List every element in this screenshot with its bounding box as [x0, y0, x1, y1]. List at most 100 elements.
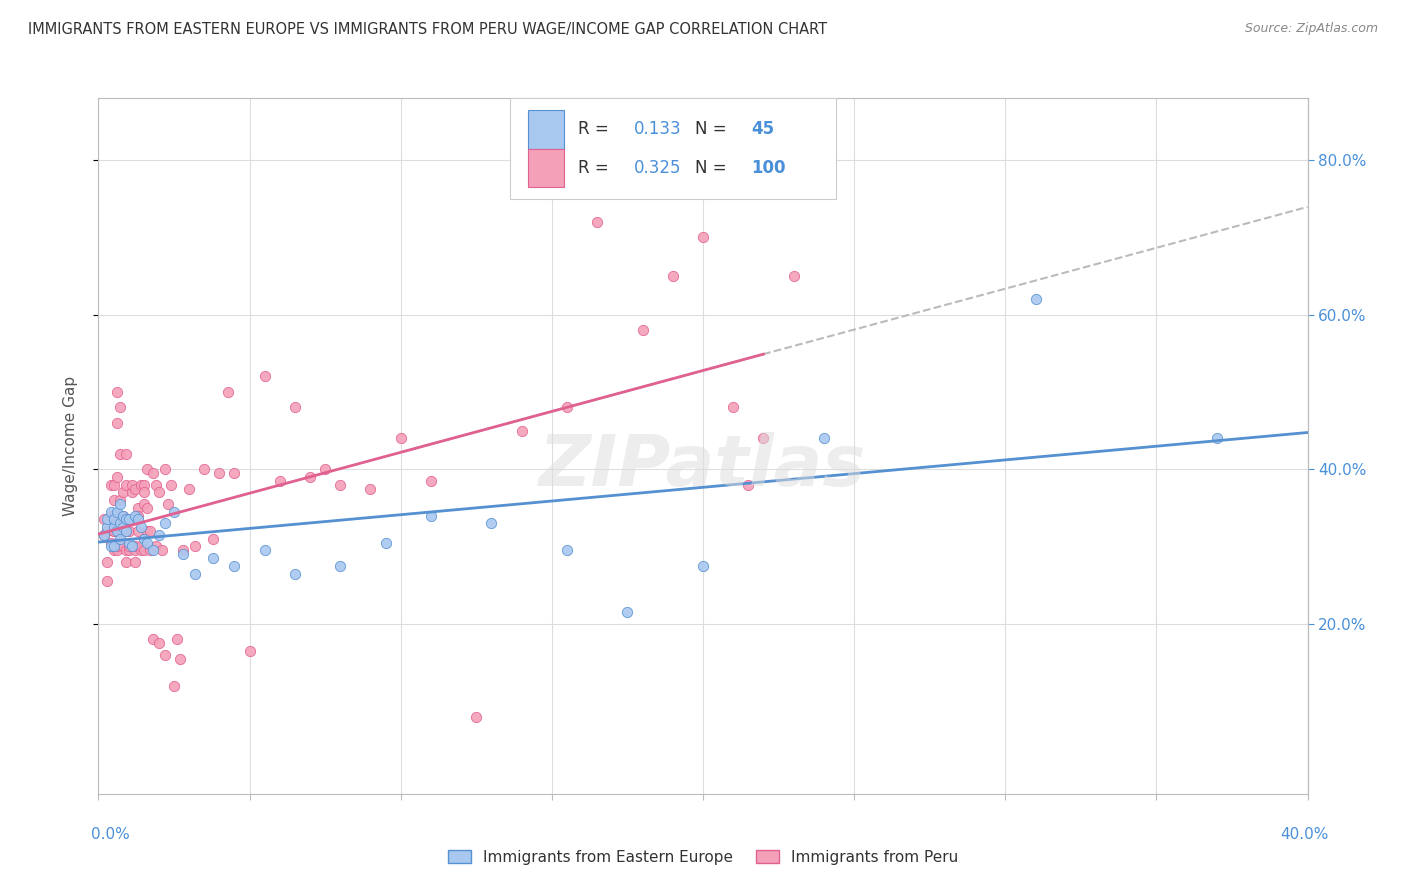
- Point: [114, 543, 136, 558]
- Point: [153, 648, 176, 662]
- Point: [150, 543, 173, 558]
- Point: [153, 516, 176, 531]
- Point: [118, 535, 141, 549]
- Point: [121, 477, 143, 491]
- Point: [202, 551, 225, 566]
- Point: [127, 524, 149, 538]
- Point: [108, 532, 131, 546]
- Point: [145, 540, 167, 554]
- Point: [100, 535, 122, 549]
- Point: [111, 508, 134, 523]
- Point: [360, 482, 382, 496]
- Point: [662, 268, 685, 283]
- Point: [616, 605, 638, 619]
- Text: N =: N =: [695, 120, 731, 138]
- Point: [103, 493, 125, 508]
- Point: [108, 516, 131, 531]
- Point: [510, 424, 533, 438]
- Point: [132, 532, 155, 546]
- Point: [103, 512, 125, 526]
- Point: [555, 401, 578, 415]
- Y-axis label: Wage/Income Gap: Wage/Income Gap: [63, 376, 77, 516]
- Point: [105, 524, 128, 538]
- Point: [172, 543, 194, 558]
- Point: [783, 268, 806, 283]
- Point: [142, 543, 165, 558]
- Point: [118, 543, 141, 558]
- Point: [118, 512, 141, 526]
- Point: [172, 547, 194, 561]
- Point: [105, 384, 128, 399]
- Point: [692, 558, 714, 573]
- Point: [239, 644, 262, 658]
- Point: [103, 524, 125, 538]
- Point: [127, 508, 149, 523]
- Point: [93, 512, 115, 526]
- FancyBboxPatch shape: [527, 149, 564, 186]
- Point: [114, 524, 136, 538]
- Point: [129, 540, 152, 554]
- Point: [96, 574, 118, 589]
- Point: [813, 431, 835, 445]
- Point: [103, 520, 125, 534]
- Point: [108, 447, 131, 461]
- Point: [111, 485, 134, 500]
- Text: 0.133: 0.133: [634, 120, 682, 138]
- Point: [132, 477, 155, 491]
- Point: [111, 524, 134, 538]
- Point: [135, 462, 157, 476]
- Point: [420, 508, 443, 523]
- Point: [105, 470, 128, 484]
- Point: [108, 401, 131, 415]
- Text: 0.325: 0.325: [634, 159, 682, 177]
- Point: [163, 505, 186, 519]
- Point: [105, 543, 128, 558]
- Point: [124, 482, 146, 496]
- Point: [114, 555, 136, 569]
- Point: [193, 462, 215, 476]
- Point: [103, 524, 125, 538]
- Point: [329, 558, 352, 573]
- Point: [93, 528, 115, 542]
- Point: [481, 516, 503, 531]
- Point: [420, 474, 443, 488]
- Point: [118, 524, 141, 538]
- Point: [135, 524, 157, 538]
- Point: [142, 632, 165, 647]
- Text: ZIPatlas: ZIPatlas: [540, 433, 866, 501]
- Point: [127, 512, 149, 526]
- Point: [124, 555, 146, 569]
- Point: [124, 540, 146, 554]
- Point: [103, 540, 125, 554]
- Point: [111, 540, 134, 554]
- Point: [269, 474, 291, 488]
- Point: [139, 543, 162, 558]
- Point: [179, 482, 201, 496]
- Point: [145, 477, 167, 491]
- Point: [142, 466, 165, 480]
- Point: [208, 466, 231, 480]
- Point: [139, 524, 162, 538]
- Point: [132, 543, 155, 558]
- Text: IMMIGRANTS FROM EASTERN EUROPE VS IMMIGRANTS FROM PERU WAGE/INCOME GAP CORRELATI: IMMIGRANTS FROM EASTERN EUROPE VS IMMIGR…: [28, 22, 827, 37]
- Point: [389, 431, 412, 445]
- Point: [100, 540, 122, 554]
- Point: [121, 485, 143, 500]
- Point: [737, 477, 759, 491]
- Point: [184, 566, 207, 581]
- Point: [374, 535, 396, 549]
- Point: [217, 384, 239, 399]
- Text: N =: N =: [695, 159, 731, 177]
- Point: [253, 369, 276, 384]
- Point: [124, 543, 146, 558]
- Point: [108, 493, 131, 508]
- Point: [124, 508, 146, 523]
- Point: [108, 497, 131, 511]
- Point: [105, 505, 128, 519]
- Point: [135, 535, 157, 549]
- Text: 40.0%: 40.0%: [1281, 827, 1329, 841]
- Point: [148, 528, 170, 542]
- Point: [148, 636, 170, 650]
- Point: [103, 477, 125, 491]
- Point: [723, 401, 745, 415]
